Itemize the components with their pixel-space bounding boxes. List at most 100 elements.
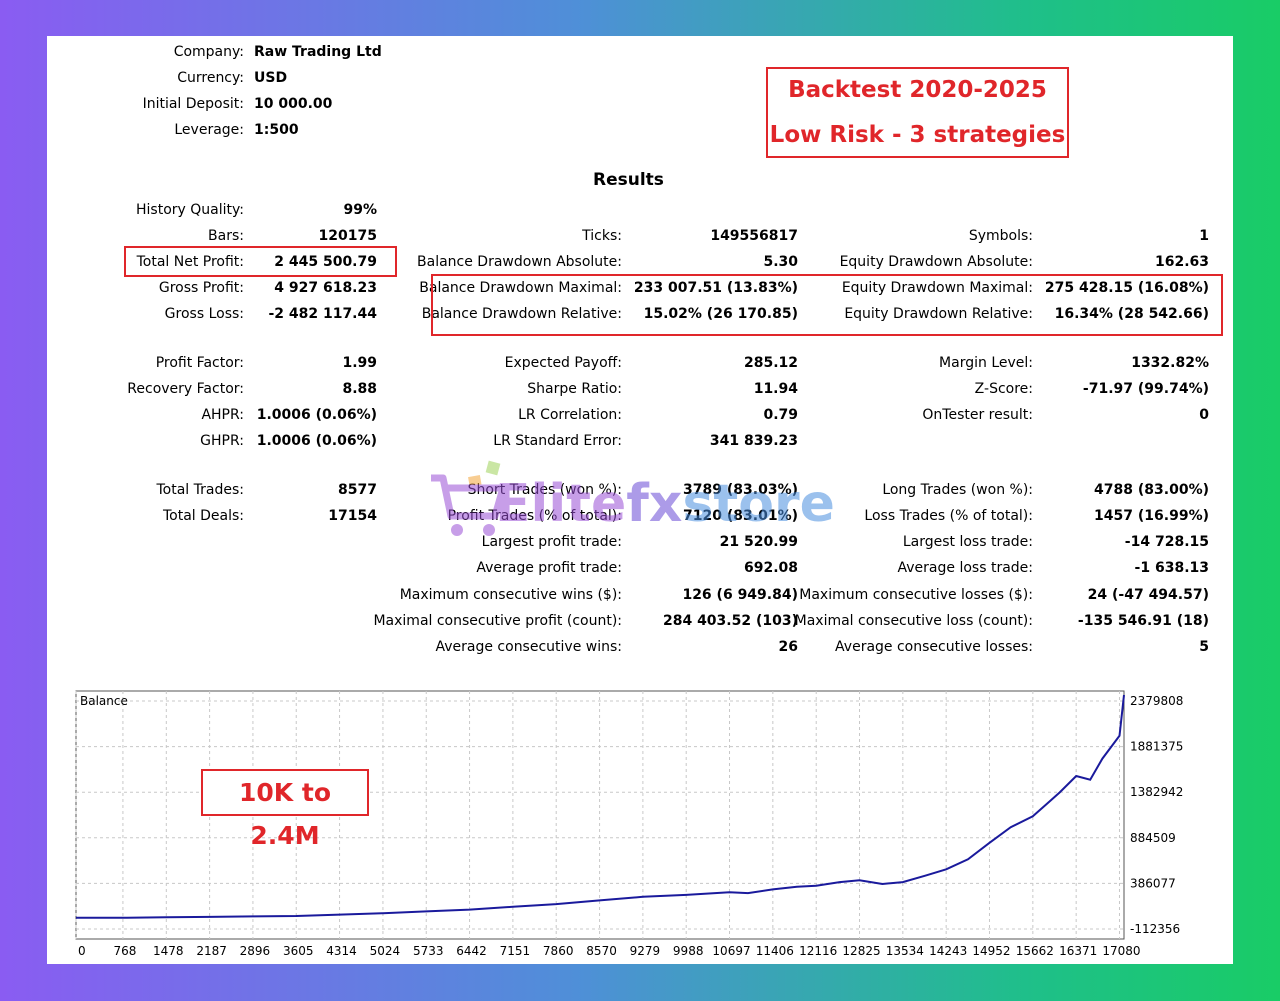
total-trades-label: Total Trades:	[156, 482, 245, 498]
watermark-text: Elitefxstore	[495, 474, 835, 534]
report-panel: Company: Raw Trading Ltd Currency: USD I…	[47, 36, 1233, 964]
total-deals-label: Total Deals:	[162, 508, 244, 524]
promo-line-2: Low Risk - 3 strategies	[769, 122, 1066, 148]
bal-dd-max-value: 233 007.51 (13.83%)	[633, 280, 798, 296]
profit-factor-label: Profit Factor:	[155, 355, 244, 371]
avg-cons-losses-value: 5	[1199, 639, 1209, 655]
history-quality-label: History Quality:	[136, 202, 244, 218]
ahpr-value: 1.0006 (0.06%)	[256, 407, 377, 423]
bal-dd-max-label: Balance Drawdown Maximal:	[419, 280, 622, 296]
loss-trades-value: 1457 (16.99%)	[1094, 508, 1209, 524]
symbols-label: Symbols:	[968, 228, 1033, 244]
bars-label: Bars:	[208, 228, 244, 244]
deposit-label: Initial Deposit:	[142, 96, 244, 112]
balance-chart: 2379808 1881375 1382942 884509 386077 -112356…	[74, 689, 1219, 961]
chart-x-tick-label: 5733	[413, 944, 444, 958]
largest-loss-label: Largest loss trade:	[902, 534, 1033, 550]
ghpr-label: GHPR:	[200, 433, 244, 449]
bal-dd-abs-label: Balance Drawdown Absolute:	[417, 254, 622, 270]
max-cons-losses-label: Maximum consecutive losses ($):	[799, 587, 1033, 603]
chart-balance-line	[76, 694, 1125, 919]
max-cons-wins-label: Maximum consecutive wins ($):	[399, 587, 622, 603]
exp-payoff-label: Expected Payoff:	[504, 355, 622, 371]
margin-label: Margin Level:	[939, 355, 1033, 371]
lr-err-label: LR Standard Error:	[493, 433, 622, 449]
gross-profit-label: Gross Profit:	[158, 280, 244, 296]
lr-corr-value: 0.79	[763, 407, 798, 423]
avg-cons-wins-value: 26	[778, 639, 798, 655]
gross-loss-value: -2 482 117.44	[268, 306, 377, 322]
cart-icon	[431, 460, 507, 536]
chart-x-tick-label: 13534	[886, 944, 924, 958]
results-title: Results	[593, 170, 664, 190]
max-cons-wins-value: 126 (6 949.84)	[682, 587, 798, 603]
max-cons-losses-value: 24 (-47 494.57)	[1087, 587, 1209, 603]
company-value: Raw Trading Ltd	[254, 44, 382, 60]
chart-y-tick-label: 386077	[1130, 876, 1176, 890]
ontester-label: OnTester result:	[922, 407, 1033, 423]
currency-value: USD	[254, 70, 288, 86]
gross-profit-value: 4 927 618.23	[274, 280, 377, 296]
long-trades-value: 4788 (83.00%)	[1094, 482, 1209, 498]
eq-dd-abs-label: Equity Drawdown Absolute:	[839, 254, 1033, 270]
eq-dd-max-label: Equity Drawdown Maximal:	[841, 280, 1033, 296]
short-trades-label: Short Trades (won %):	[467, 482, 622, 498]
promo-line-1: Backtest 2020-2025	[788, 77, 1047, 103]
lr-corr-label: LR Correlation:	[518, 407, 622, 423]
exp-payoff-value: 285.12	[743, 355, 798, 371]
loss-trades-label: Loss Trades (% of total):	[864, 508, 1033, 524]
leverage-value: 1:500	[254, 122, 299, 138]
growth-tag: 10K to 2.4M	[201, 769, 369, 850]
maximal-cons-profit-label: Maximal consecutive profit (count):	[373, 613, 622, 629]
zscore-value: -71.97 (99.74%)	[1082, 381, 1209, 397]
symbols-value: 1	[1199, 228, 1209, 244]
recovery-factor-label: Recovery Factor:	[127, 381, 244, 397]
chart-x-tick-label: 10697	[712, 944, 750, 958]
maximal-cons-loss-value: -135 546.91 (18)	[1077, 613, 1209, 629]
net-profit-highlight	[124, 246, 397, 277]
promo-box: Backtest 2020-2025 Low Risk - 3 strategi…	[766, 67, 1069, 158]
zscore-label: Z-Score:	[974, 381, 1033, 397]
company-label: Company:	[173, 44, 244, 60]
bal-dd-rel-value: 15.02% (26 170.85)	[643, 306, 798, 322]
chart-x-tick-label: 0	[78, 944, 86, 958]
chart-x-tick-label: 3605	[283, 944, 314, 958]
eq-dd-rel-label: Equity Drawdown Relative:	[844, 306, 1033, 322]
history-quality-value: 99%	[343, 202, 377, 218]
ticks-value: 149556817	[710, 228, 798, 244]
sharpe-value: 11.94	[753, 381, 798, 397]
largest-profit-value: 21 520.99	[719, 534, 798, 550]
bal-dd-rel-label: Balance Drawdown Relative:	[421, 306, 622, 322]
chart-x-tick-label: 16371	[1059, 944, 1097, 958]
watermark-logo: Elitefxstore	[429, 454, 859, 544]
margin-value: 1332.82%	[1131, 355, 1209, 371]
eq-dd-rel-value: 16.34% (28 542.66)	[1054, 306, 1209, 322]
chart-x-tick-label: 5024	[370, 944, 401, 958]
largest-profit-label: Largest profit trade:	[481, 534, 622, 550]
currency-label: Currency:	[177, 70, 244, 86]
chart-x-tick-label: 7860	[543, 944, 574, 958]
chart-x-tick-label: 6442	[456, 944, 487, 958]
lr-err-value: 341 839.23	[709, 433, 798, 449]
chart-y-tick-label: 1382942	[1130, 785, 1183, 799]
chart-y-tick-label: -112356	[1130, 922, 1180, 936]
sharpe-label: Sharpe Ratio:	[527, 381, 622, 397]
recovery-factor-value: 8.88	[342, 381, 377, 397]
net-profit-value: 2 445 500.79	[274, 254, 377, 270]
bal-dd-abs-value: 5.30	[763, 254, 798, 270]
long-trades-label: Long Trades (won %):	[882, 482, 1033, 498]
bars-value: 120175	[318, 228, 377, 244]
eq-dd-abs-value: 162.63	[1154, 254, 1209, 270]
chart-y-tick-label: 1881375	[1130, 740, 1183, 754]
chart-x-tick-label: 9279	[630, 944, 661, 958]
chart-x-tick-label: 768	[113, 944, 136, 958]
chart-x-tick-label: 9988	[673, 944, 704, 958]
eq-dd-max-value: 275 428.15 (16.08%)	[1044, 280, 1209, 296]
largest-loss-value: -14 728.15	[1124, 534, 1209, 550]
leverage-label: Leverage:	[174, 122, 244, 138]
chart-y-tick-label: 2379808	[1130, 694, 1183, 708]
chart-y-tick-label: 884509	[1130, 831, 1176, 845]
ticks-label: Ticks:	[582, 228, 622, 244]
total-trades-value: 8577	[338, 482, 377, 498]
deposit-value: 10 000.00	[254, 96, 333, 112]
